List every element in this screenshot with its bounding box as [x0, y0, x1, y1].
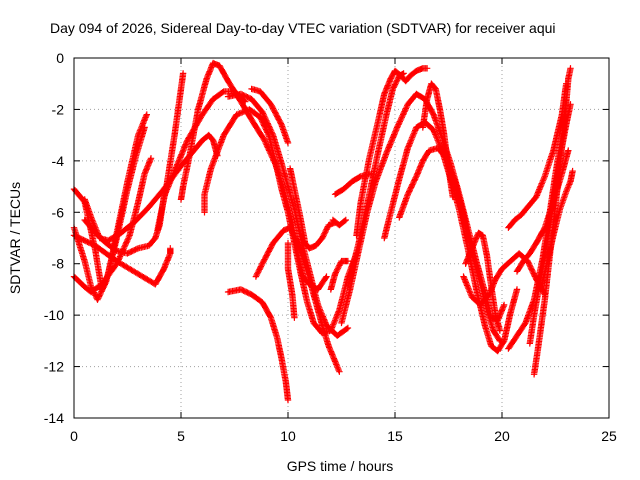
x-tick-label: 10 [280, 428, 296, 444]
y-tick-label: -2 [52, 101, 65, 117]
x-tick-label: 15 [387, 428, 403, 444]
series-track-24 [419, 80, 456, 201]
series-markers [81, 131, 221, 244]
series-markers [327, 257, 352, 293]
series-track-11 [248, 85, 292, 147]
series-markers [419, 80, 456, 201]
x-tick-label: 5 [177, 428, 185, 444]
series-track-15 [286, 165, 339, 252]
y-axis-label: SDTVAR / TECUs [7, 182, 23, 294]
series-track-30 [526, 101, 574, 347]
series-track-16 [327, 257, 352, 293]
series-track-31 [530, 65, 574, 378]
series-track-13 [252, 224, 343, 375]
chart-title: Day 094 of 2026, Sidereal Day-to-day VTE… [50, 20, 556, 36]
x-axis-label: GPS time / hours [287, 458, 394, 474]
series-track-12 [224, 286, 292, 404]
series-markers [344, 70, 407, 291]
series-track-18 [331, 170, 375, 198]
series-track-21 [353, 65, 431, 239]
y-tick-label: -4 [52, 153, 65, 169]
series-markers [329, 216, 349, 229]
y-tick-label: -6 [52, 204, 65, 220]
series-markers [537, 167, 576, 293]
axis-ticks: 0 5 10 15 20 25 0 -2 -4 -6 -8 -10 -12 -14 [44, 50, 617, 444]
series-track-17 [329, 216, 349, 229]
series-markers [286, 165, 339, 252]
y-tick-label: -8 [52, 256, 65, 272]
plot-frame [73, 57, 610, 419]
series-track-5 [81, 88, 249, 257]
y-tick-label: -12 [44, 359, 64, 375]
series-markers [530, 65, 574, 378]
series-markers [284, 239, 298, 321]
series-markers [248, 85, 292, 147]
series-markers [252, 224, 343, 375]
series-track-32 [537, 167, 576, 293]
series-track-14 [284, 239, 298, 321]
y-tick-label: -14 [44, 410, 64, 426]
x-tick-label: 0 [70, 428, 78, 444]
x-tick-label: 20 [494, 428, 510, 444]
series-track-20 [344, 70, 407, 291]
series-markers [154, 70, 187, 234]
series-markers [331, 170, 375, 198]
plot-area [70, 59, 576, 404]
x-tick-label: 25 [601, 428, 617, 444]
y-tick-label: 0 [56, 50, 64, 66]
series-markers [81, 88, 249, 257]
grid [74, 58, 609, 418]
series-markers [353, 65, 431, 239]
series-markers [526, 101, 574, 347]
series-track-7 [154, 70, 187, 234]
series-markers [224, 286, 292, 404]
series-track-6 [81, 131, 221, 244]
y-tick-label: -10 [44, 307, 64, 323]
